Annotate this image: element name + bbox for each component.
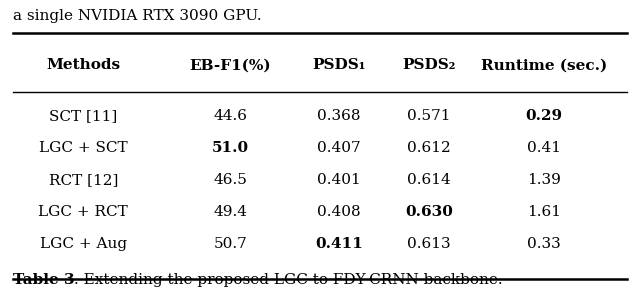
Text: 0.571: 0.571 (407, 109, 451, 123)
Text: 0.41: 0.41 (527, 141, 561, 155)
Text: LGC + SCT: LGC + SCT (39, 141, 127, 155)
Text: Table 3: Table 3 (13, 273, 74, 287)
Text: 0.368: 0.368 (317, 109, 361, 123)
Text: 0.630: 0.630 (405, 205, 452, 219)
Text: 0.33: 0.33 (527, 237, 561, 251)
Text: . Extending the proposed LGC to FDY-CRNN backbone.: . Extending the proposed LGC to FDY-CRNN… (74, 273, 502, 287)
Text: Methods: Methods (46, 58, 120, 72)
Text: 50.7: 50.7 (214, 237, 247, 251)
Text: 49.4: 49.4 (213, 205, 248, 219)
Text: 44.6: 44.6 (213, 109, 248, 123)
Text: 0.612: 0.612 (407, 141, 451, 155)
Text: EB-F1(%): EB-F1(%) (189, 58, 271, 72)
Text: SCT [11]: SCT [11] (49, 109, 117, 123)
Text: 0.29: 0.29 (525, 109, 563, 123)
Text: 0.613: 0.613 (407, 237, 451, 251)
Text: 0.401: 0.401 (317, 173, 361, 187)
Text: PSDS₁: PSDS₁ (312, 58, 366, 72)
Text: LGC + Aug: LGC + Aug (40, 237, 127, 251)
Text: 1.39: 1.39 (527, 173, 561, 187)
Text: 0.411: 0.411 (316, 237, 363, 251)
Text: PSDS₂: PSDS₂ (402, 58, 456, 72)
Text: 46.5: 46.5 (214, 173, 247, 187)
Text: 1.61: 1.61 (527, 205, 561, 219)
Text: LGC + RCT: LGC + RCT (38, 205, 128, 219)
Text: 0.407: 0.407 (317, 141, 361, 155)
Text: Runtime (sec.): Runtime (sec.) (481, 58, 607, 72)
Text: a single NVIDIA RTX 3090 GPU.: a single NVIDIA RTX 3090 GPU. (13, 9, 261, 23)
Text: 0.408: 0.408 (317, 205, 361, 219)
Text: 0.614: 0.614 (407, 173, 451, 187)
Text: RCT [12]: RCT [12] (49, 173, 118, 187)
Text: 51.0: 51.0 (212, 141, 249, 155)
